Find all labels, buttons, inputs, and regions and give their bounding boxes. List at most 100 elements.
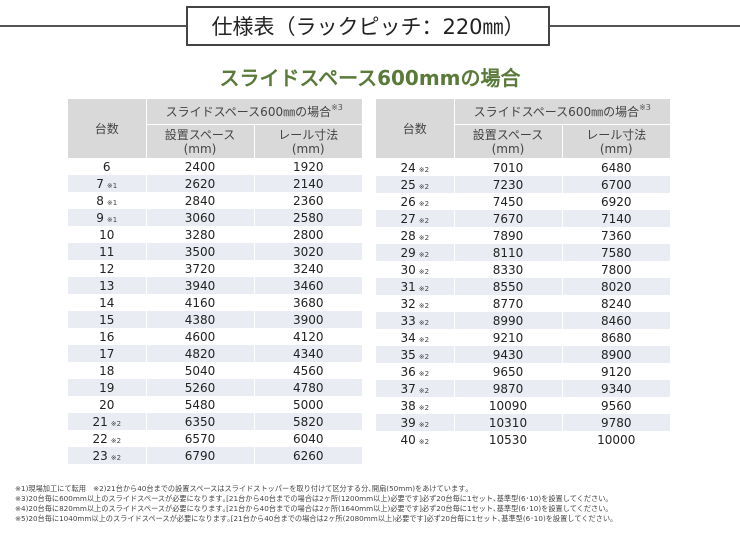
cell-units: 26 ※2 bbox=[376, 193, 455, 210]
header-rail-size-unit: (mm) bbox=[291, 141, 325, 156]
cell-install-space: 3940 bbox=[146, 277, 255, 294]
units-value: 6 bbox=[102, 159, 111, 174]
units-value: 10 bbox=[99, 227, 115, 242]
cell-units: 28 ※2 bbox=[376, 227, 455, 244]
cell-install-space: 6790 bbox=[146, 447, 255, 464]
cell-rail-size: 4560 bbox=[292, 363, 324, 378]
cell-units: 9 ※1 bbox=[68, 209, 147, 226]
header-install-space: 設置スペース (mm) bbox=[454, 124, 563, 158]
cell-rail-size: 9560 bbox=[600, 398, 632, 413]
cell-install-space: 3060 bbox=[146, 209, 255, 226]
cell-units: 7 ※1 bbox=[68, 175, 147, 192]
table-row: 22 ※2 6570 6040 bbox=[68, 430, 362, 447]
cell-rail-size: 2800 bbox=[292, 227, 324, 242]
table-row: 19 5260 4780 bbox=[68, 379, 363, 396]
cell-rail-size: 2140 bbox=[254, 175, 363, 192]
table-row: 36 ※2 9650 9120 bbox=[376, 363, 670, 380]
cell-units: 11 bbox=[68, 243, 147, 260]
cell-units: 15 bbox=[68, 311, 147, 328]
table-row: 18 5040 4560 bbox=[68, 362, 362, 379]
cell-install-space: 9870 bbox=[454, 380, 563, 397]
units-note: ※2 bbox=[110, 436, 122, 445]
units-note: ※2 bbox=[418, 301, 430, 310]
cell-units: 36 ※2 bbox=[376, 363, 455, 380]
units-note: ※2 bbox=[418, 386, 430, 395]
cell-rail-size: 2580 bbox=[254, 209, 363, 226]
cell-units: 34 ※2 bbox=[376, 329, 455, 346]
cell-install-space: 8990 bbox=[454, 312, 563, 329]
units-note: ※1 bbox=[106, 215, 118, 224]
units-note: ※2 bbox=[418, 352, 430, 361]
units-note: ※2 bbox=[110, 453, 122, 462]
cell-rail-size: 9780 bbox=[562, 414, 671, 431]
cell-rail-size: 3460 bbox=[254, 277, 363, 294]
cell-units: 13 bbox=[68, 277, 147, 294]
cell-install-space: 4600 bbox=[146, 328, 255, 345]
cell-install-space: 7230 bbox=[454, 176, 563, 193]
cell-rail-size: 8240 bbox=[600, 296, 632, 311]
units-value: 16 bbox=[99, 329, 115, 344]
units-value: 34 bbox=[400, 330, 416, 345]
spec-table-right-body: 24 ※2 7010 6480 25 ※2 7230 6700 26 ※2 7450 6920 27 ※2… bbox=[376, 158, 671, 448]
cell-units: 27 ※2 bbox=[376, 210, 455, 227]
units-value: 8 bbox=[96, 193, 104, 208]
header-install-space-label: 設置スペース bbox=[164, 127, 236, 142]
units-note: ※2 bbox=[418, 233, 430, 242]
cell-rail-size: 3020 bbox=[254, 243, 363, 260]
table-row: 17 4820 4340 bbox=[68, 345, 363, 362]
units-note: ※2 bbox=[110, 419, 122, 428]
table-row: 39 ※2 10310 9780 bbox=[376, 414, 671, 431]
cell-rail-size: 3680 bbox=[292, 295, 324, 310]
units-note: ※2 bbox=[418, 318, 430, 327]
cell-install-space: 4380 bbox=[146, 311, 255, 328]
units-value: 9 bbox=[96, 210, 104, 225]
cell-rail-size: 3900 bbox=[254, 311, 363, 328]
cell-install-space: 3280 bbox=[146, 226, 255, 243]
cell-rail-size: 5000 bbox=[292, 397, 324, 412]
page-subtitle: スライドスペース600mmの場合 bbox=[219, 66, 521, 90]
table-row: 32 ※2 8770 8240 bbox=[376, 295, 670, 312]
units-value: 21 bbox=[92, 414, 108, 429]
units-note: ※2 bbox=[418, 250, 430, 259]
units-value: 28 bbox=[400, 228, 416, 243]
table-row: 14 4160 3680 bbox=[68, 294, 362, 311]
cell-install-space: 8330 bbox=[454, 261, 563, 278]
units-value: 33 bbox=[400, 313, 416, 328]
cell-install-space: 4820 bbox=[146, 345, 255, 362]
table-row: 16 4600 4120 bbox=[68, 328, 362, 345]
units-note: ※2 bbox=[418, 216, 430, 225]
cell-rail-size: 1920 bbox=[292, 159, 324, 174]
spec-table-left-body: 6 2400 1920 7 ※1 2620 2140 8 ※1 2840 2360 9 ※1 3060 25… bbox=[68, 158, 363, 464]
cell-rail-size: 4780 bbox=[254, 379, 363, 396]
table-row: 24 ※2 7010 6480 bbox=[376, 158, 670, 176]
units-value: 35 bbox=[400, 347, 416, 362]
units-value: 31 bbox=[400, 279, 416, 294]
units-value: 36 bbox=[400, 364, 416, 379]
cell-units: 33 ※2 bbox=[376, 312, 455, 329]
cell-rail-size: 7800 bbox=[600, 262, 632, 277]
table-row: 34 ※2 9210 8680 bbox=[376, 329, 670, 346]
header-install-space: 設置スペース (mm) bbox=[146, 124, 255, 158]
cell-install-space: 9650 bbox=[454, 363, 563, 380]
cell-install-space: 2400 bbox=[146, 158, 255, 175]
table-row: 38 ※2 10090 9560 bbox=[376, 397, 670, 414]
units-value: 30 bbox=[400, 262, 416, 277]
cell-install-space: 10310 bbox=[454, 414, 563, 431]
cell-install-space: 5040 bbox=[146, 362, 255, 379]
table-row: 15 4380 3900 bbox=[68, 311, 363, 328]
cell-rail-size: 8460 bbox=[562, 312, 671, 329]
units-value: 25 bbox=[400, 177, 416, 192]
units-note: ※2 bbox=[418, 284, 430, 293]
header-rail-size-unit: (mm) bbox=[599, 141, 633, 156]
table-row: 28 ※2 7890 7360 bbox=[376, 227, 670, 244]
table-row: 26 ※2 7450 6920 bbox=[376, 193, 670, 210]
units-note: ※2 bbox=[418, 369, 430, 378]
cell-units: 40 ※2 bbox=[376, 431, 455, 448]
table-row: 29 ※2 8110 7580 bbox=[376, 244, 671, 261]
cell-units: 20 bbox=[68, 396, 147, 413]
cell-install-space: 9430 bbox=[454, 346, 563, 363]
cell-units: 14 bbox=[68, 294, 147, 311]
cell-units: 18 bbox=[68, 362, 147, 379]
header-rail-size-label: レール寸法 bbox=[278, 127, 339, 142]
cell-install-space: 7010 bbox=[454, 158, 563, 176]
